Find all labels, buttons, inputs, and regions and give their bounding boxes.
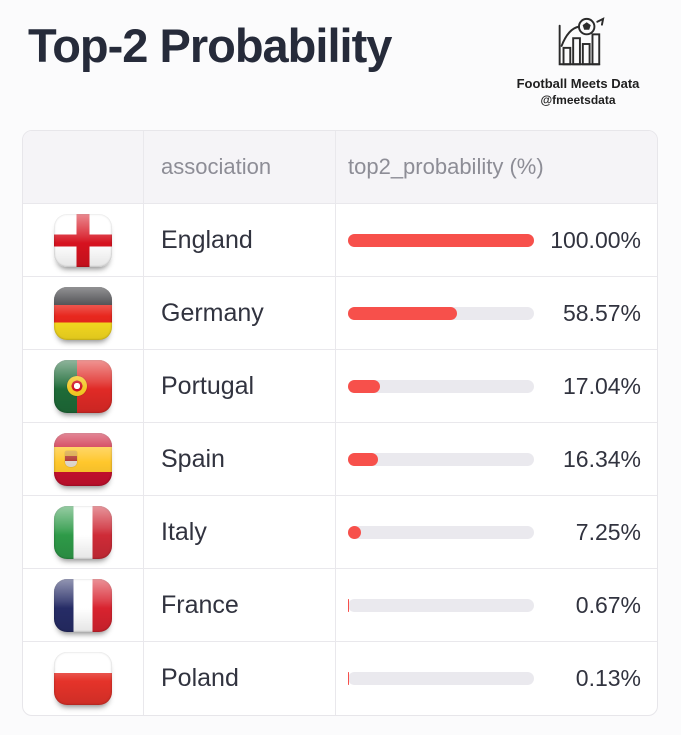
probability-bar-fill: [348, 233, 534, 247]
flag-cell: [23, 277, 144, 349]
brand-handle: @fmeetsdata: [540, 93, 616, 107]
brand-name: Football Meets Data: [516, 76, 640, 91]
bar-chart-football-icon: [558, 17, 605, 66]
flag-spain-icon: [54, 432, 112, 486]
flag-emblem: [67, 375, 87, 396]
probability-bar-track: [348, 672, 534, 685]
association-cell: England: [144, 204, 336, 276]
probability-cell: 100.00%: [336, 204, 657, 276]
flag-england-icon: [54, 213, 112, 267]
probability-bar-fill: [348, 306, 457, 320]
flag-france-icon: [54, 578, 112, 632]
probability-cell: 0.67%: [336, 569, 657, 641]
table-row: Poland 0.13%: [23, 642, 657, 715]
flag-cell: [23, 569, 144, 641]
probability-table: association top2_probability (%) England…: [22, 130, 658, 716]
table-row: Germany 58.57%: [23, 277, 657, 350]
probability-bar-fill: [348, 379, 380, 393]
probability-value: 58.57%: [562, 299, 641, 326]
probability-bar-track: [348, 233, 534, 247]
probability-bar-track: [348, 525, 534, 539]
probability-bar-fill: [348, 598, 350, 612]
flag-cell: [23, 423, 144, 495]
brand-block: Football Meets Data @fmeetsdata: [493, 16, 663, 107]
flag-cell: [23, 642, 144, 715]
page-title: Top-2 Probability: [28, 19, 392, 72]
probability-value: 17.04%: [562, 372, 641, 399]
probability-bar-fill: [348, 525, 362, 539]
probability-cell: 16.34%: [336, 423, 657, 495]
probability-bar-track: [348, 306, 534, 320]
probability-cell: 58.57%: [336, 277, 657, 349]
probability-value: 100.00%: [550, 226, 641, 253]
probability-value: 16.34%: [562, 445, 641, 472]
probability-cell: 0.13%: [336, 642, 657, 715]
probability-bar-fill: [348, 452, 379, 466]
table-header-row: association top2_probability (%): [23, 131, 657, 204]
association-cell: Italy: [144, 496, 336, 568]
flag-portugal-icon: [54, 359, 112, 413]
flag-cell: [23, 204, 144, 276]
flag-column-header: [23, 131, 144, 203]
association-cell: Poland: [144, 642, 336, 715]
flag-cell: [23, 350, 144, 422]
probability-bar-track: [348, 452, 534, 466]
table-row: France 0.67%: [23, 569, 657, 642]
probability-cell: 17.04%: [336, 350, 657, 422]
flag-germany-icon: [54, 286, 112, 340]
table-row: England 100.00%: [23, 204, 657, 277]
probability-value: 0.67%: [575, 591, 641, 618]
table-row: Spain 16.34%: [23, 423, 657, 496]
flag-cell: [23, 496, 144, 568]
association-cell: Portugal: [144, 350, 336, 422]
flag-poland-icon: [54, 652, 112, 705]
association-cell: Spain: [144, 423, 336, 495]
association-column-header: association: [144, 131, 336, 203]
table-body: England 100.00% Germany 58.57% Por: [23, 204, 657, 715]
flag-italy-icon: [54, 505, 112, 559]
probability-value: 0.13%: [575, 665, 641, 691]
probability-cell: 7.25%: [336, 496, 657, 568]
probability-value: 7.25%: [575, 518, 641, 545]
association-cell: Germany: [144, 277, 336, 349]
table-row: Italy 7.25%: [23, 496, 657, 569]
probability-bar-track: [348, 379, 534, 393]
flag-emblem: [65, 450, 77, 467]
probability-column-header: top2_probability (%): [348, 154, 544, 179]
table-row: Portugal 17.04%: [23, 350, 657, 423]
association-cell: France: [144, 569, 336, 641]
probability-bar-track: [348, 598, 534, 612]
